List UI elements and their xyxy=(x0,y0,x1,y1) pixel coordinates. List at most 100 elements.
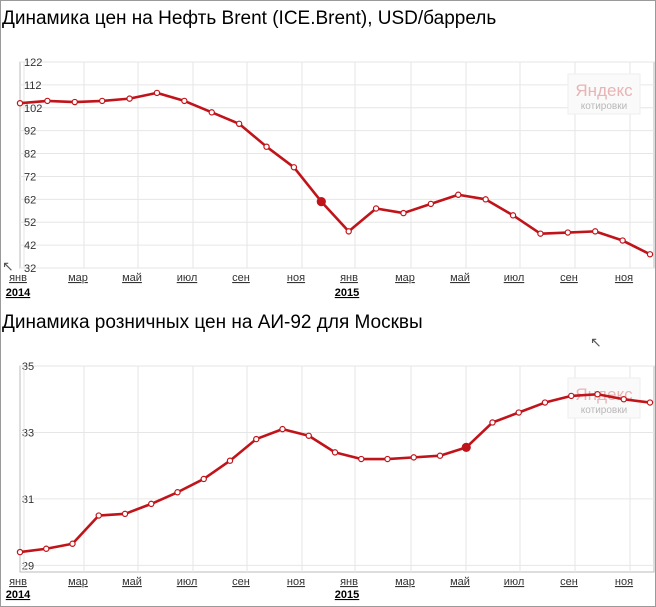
data-point xyxy=(253,435,260,443)
x-tick-label: июл xyxy=(177,576,198,588)
highlighted-data-point xyxy=(461,442,471,453)
plot-frame xyxy=(19,365,655,573)
data-point xyxy=(153,89,161,97)
x-year-label: 2014 xyxy=(6,589,31,601)
x-tick-label: янв xyxy=(9,576,27,588)
data-point xyxy=(98,97,106,105)
data-point xyxy=(345,228,352,235)
data-point xyxy=(489,419,496,426)
data-point xyxy=(646,251,654,258)
highlighted-data-point xyxy=(316,197,326,207)
cursor-pointer-icon-2: ↖ xyxy=(590,334,602,350)
x-tick-label: май xyxy=(450,576,470,588)
data-point xyxy=(592,228,599,235)
x-tick-label: май xyxy=(122,272,142,284)
data-point xyxy=(16,548,24,556)
data-point xyxy=(594,391,601,398)
x-year-label: 2015 xyxy=(335,589,359,601)
data-point xyxy=(263,143,270,150)
x-tick-label: май xyxy=(450,272,470,284)
data-point xyxy=(537,230,544,237)
data-point xyxy=(620,396,627,403)
y-tick-label: 72 xyxy=(24,171,36,183)
data-point xyxy=(95,512,102,519)
y-tick-label: 112 xyxy=(24,80,42,92)
x-tick-label: июл xyxy=(177,272,198,284)
y-tick-label: 102 xyxy=(24,103,42,115)
x-tick-label: мар xyxy=(68,272,88,284)
cursor-pointer-icon: ↖ xyxy=(2,258,14,274)
data-point xyxy=(279,425,286,433)
x-tick-label: мар xyxy=(395,576,415,588)
y-tick-label: 29 xyxy=(22,560,34,572)
watermark-subtitle: котировки xyxy=(581,101,627,112)
x-tick-label: ноя xyxy=(287,576,305,588)
x-tick-label: янв xyxy=(9,272,27,284)
data-point xyxy=(400,209,407,217)
data-point xyxy=(43,545,50,552)
x-tick-label: ноя xyxy=(615,272,633,284)
data-point xyxy=(568,392,575,400)
data-point xyxy=(226,457,234,464)
data-point xyxy=(482,196,489,203)
brent-chart-title: Динамика цен на Нефть Brent (ICE.Brent),… xyxy=(2,8,497,29)
data-point xyxy=(372,205,380,212)
x-tick-label: май xyxy=(122,576,142,588)
data-point xyxy=(541,399,549,406)
y-tick-label: 31 xyxy=(22,494,34,506)
data-point xyxy=(305,432,312,439)
y-tick-label: 32 xyxy=(24,263,36,275)
data-point xyxy=(384,455,391,463)
data-point xyxy=(126,95,133,102)
watermark-brand: Яндекс xyxy=(575,81,633,100)
data-point xyxy=(200,475,207,483)
y-tick-label: 62 xyxy=(24,194,36,206)
data-point xyxy=(181,97,188,105)
x-tick-label: сен xyxy=(560,272,578,284)
y-tick-label: 52 xyxy=(24,217,36,229)
x-tick-label: июл xyxy=(504,272,525,284)
data-point xyxy=(427,200,435,208)
y-tick-label: 82 xyxy=(24,149,36,161)
x-tick-label: янв xyxy=(340,576,358,588)
data-point xyxy=(509,212,517,219)
data-point xyxy=(515,409,522,416)
data-point xyxy=(71,98,78,106)
y-tick-label: 42 xyxy=(24,240,36,252)
data-point xyxy=(619,237,626,244)
x-tick-label: мар xyxy=(395,272,415,284)
series-line xyxy=(19,91,651,256)
data-point xyxy=(358,455,365,463)
data-point xyxy=(436,452,444,459)
data-point xyxy=(235,120,243,128)
data-point xyxy=(455,191,462,198)
y-tick-label: 35 xyxy=(22,361,34,373)
x-tick-label: сен xyxy=(232,272,250,284)
x-tick-label: янв xyxy=(340,272,358,284)
data-point xyxy=(564,229,572,236)
data-point xyxy=(208,109,215,116)
watermark-subtitle: котировки xyxy=(581,405,627,416)
x-tick-label: сен xyxy=(232,576,250,588)
x-year-label: 2015 xyxy=(335,287,359,299)
x-tick-label: ноя xyxy=(287,272,305,284)
y-tick-label: 92 xyxy=(24,126,36,138)
plot-frame xyxy=(19,61,655,269)
x-year-label: 2014 xyxy=(6,287,31,299)
data-point xyxy=(16,99,24,107)
data-point xyxy=(121,510,129,518)
y-tick-label: 33 xyxy=(22,427,34,439)
data-point xyxy=(290,164,298,171)
data-point xyxy=(69,540,76,547)
data-point xyxy=(331,449,339,456)
x-tick-label: сен xyxy=(560,576,578,588)
data-point xyxy=(646,399,654,406)
data-point xyxy=(148,500,155,508)
data-point xyxy=(174,489,181,496)
data-point xyxy=(44,97,51,105)
data-point xyxy=(410,454,417,461)
x-tick-label: июл xyxy=(504,576,525,588)
watermark-box xyxy=(567,73,641,115)
series-line xyxy=(19,392,651,554)
watermark-box xyxy=(567,377,641,419)
